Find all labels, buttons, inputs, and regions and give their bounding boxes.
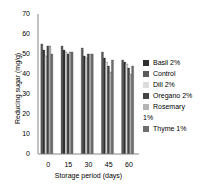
svg-text:70: 70 <box>22 10 30 17</box>
svg-text:0: 0 <box>46 161 50 168</box>
html-text:Oregano 2%: Oregano 2% <box>153 91 193 99</box>
html-text:Basil 2%: Basil 2% <box>153 58 181 66</box>
svg-text:Storage period (days): Storage period (days) <box>55 172 122 180</box>
svg-text:20: 20 <box>22 110 30 117</box>
html-text:Rosemary 1%: Rosemary 1% <box>143 102 185 121</box>
svg-text:Reducing sugar (mg/g): Reducing sugar (mg/g) <box>14 53 22 124</box>
svg-text:60: 60 <box>125 161 133 168</box>
html-text:Dill 2%: Dill 2% <box>153 80 175 88</box>
svg-text:60: 60 <box>22 30 30 37</box>
svg-text:10: 10 <box>22 130 30 137</box>
svg-text:45: 45 <box>105 161 113 168</box>
html-text:Thyme 1%: Thyme 1% <box>153 124 187 132</box>
svg-text:0: 0 <box>26 150 30 157</box>
svg-text:30: 30 <box>22 90 30 97</box>
html-text:Control: Control <box>153 69 176 77</box>
svg-text:30: 30 <box>85 161 93 168</box>
svg-text:50: 50 <box>22 50 30 57</box>
svg-text:40: 40 <box>22 70 30 77</box>
svg-text:15: 15 <box>64 161 72 168</box>
